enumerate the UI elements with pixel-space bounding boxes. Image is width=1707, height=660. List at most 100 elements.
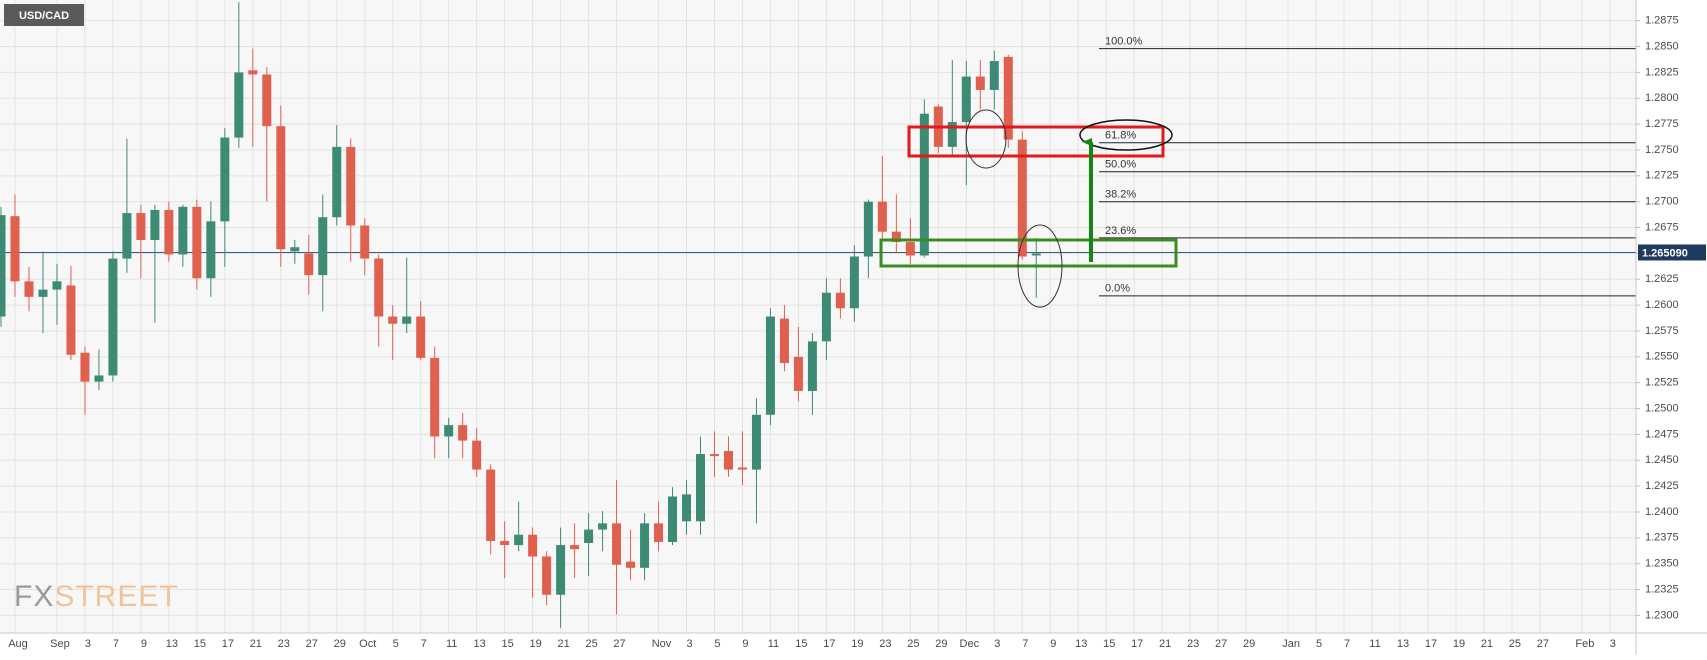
last-price-label: 1.265090 <box>1642 247 1688 259</box>
x-tick-label: 15 <box>795 638 807 650</box>
watermark-fx: FX <box>14 580 54 613</box>
x-tick-label: 29 <box>334 638 346 650</box>
candle-body <box>346 146 356 226</box>
x-tick-label: Oct <box>359 638 376 650</box>
candle-body <box>598 523 608 530</box>
candle-body <box>682 494 692 522</box>
candle-body <box>24 281 34 297</box>
candle-body <box>276 126 286 250</box>
x-tick-label: 11 <box>446 638 457 650</box>
x-tick-label: 11 <box>1369 638 1380 650</box>
candle-body <box>723 450 733 470</box>
y-tick-label: 1.2575 <box>1645 325 1679 337</box>
candle-body <box>52 281 62 290</box>
x-tick-label: 25 <box>1509 638 1521 650</box>
candle-body <box>38 289 48 297</box>
candle-body <box>765 316 775 415</box>
annotation-shapes <box>879 109 1178 308</box>
x-tick-label: 25 <box>585 638 597 650</box>
x-tick-label: 13 <box>1075 638 1087 650</box>
y-tick-label: 1.2775 <box>1645 118 1679 130</box>
candle-body <box>486 469 496 541</box>
y-tick-label: 1.2450 <box>1645 454 1679 466</box>
x-tick-label: 7 <box>421 638 427 650</box>
candle-body <box>947 122 957 147</box>
fib-label: 23.6% <box>1105 225 1136 237</box>
fib-label: 50.0% <box>1105 159 1136 171</box>
candle-body <box>570 545 580 550</box>
y-tick-label: 1.2875 <box>1645 15 1679 27</box>
x-tick-label: 15 <box>1103 638 1115 650</box>
x-tick-label: 23 <box>879 638 891 650</box>
candle-body <box>136 213 146 240</box>
x-tick-label: 23 <box>278 638 290 650</box>
candle-body <box>626 561 636 568</box>
fib-label: 100.0% <box>1105 36 1143 48</box>
candle-body <box>863 201 873 257</box>
fib-label: 61.8% <box>1105 130 1136 142</box>
y-tick-label: 1.2800 <box>1645 92 1679 104</box>
candle-body <box>751 414 761 470</box>
x-tick-label: 17 <box>1425 638 1437 650</box>
y-tick-label: 1.2550 <box>1645 351 1679 363</box>
y-tick-label: 1.2525 <box>1645 377 1679 389</box>
candle-body <box>891 231 901 243</box>
candle-body <box>318 217 328 276</box>
candle-body <box>388 316 398 324</box>
candle-body <box>821 292 831 342</box>
y-tick-label: 1.2825 <box>1645 66 1679 78</box>
y-tick-label: 1.2375 <box>1645 532 1679 544</box>
candle-body <box>793 356 803 391</box>
candle-body <box>1017 139 1027 257</box>
candle-body <box>458 425 468 441</box>
x-tick-label: 11 <box>768 638 779 650</box>
resistance-box <box>907 125 1165 158</box>
y-tick-label: 1.2700 <box>1645 196 1679 208</box>
x-tick-label: 7 <box>1022 638 1028 650</box>
plot-background <box>0 0 1636 633</box>
y-tick-label: 1.2500 <box>1645 402 1679 414</box>
candle-body <box>262 74 272 127</box>
y-tick-label: 1.2425 <box>1645 480 1679 492</box>
candle-body <box>94 375 104 382</box>
x-tick-label: 19 <box>851 638 863 650</box>
candle-body <box>206 221 216 279</box>
x-tick-label: 3 <box>1610 638 1616 650</box>
x-tick-label: 17 <box>222 638 234 650</box>
y-tick-label: 1.2400 <box>1645 506 1679 518</box>
x-tick-label: 27 <box>1215 638 1227 650</box>
x-tick-label: Dec <box>960 638 980 650</box>
x-tick-label: 9 <box>742 638 748 650</box>
highlight-ellipse <box>1017 224 1063 308</box>
candle-body <box>989 61 999 90</box>
x-tick-label: 17 <box>823 638 835 650</box>
candle-body <box>500 540 510 546</box>
candle-body <box>835 292 845 309</box>
x-tick-label: Jan <box>1282 638 1300 650</box>
candle-body <box>542 556 552 595</box>
x-tick-label: 19 <box>529 638 541 650</box>
candle-body <box>961 76 971 123</box>
x-tick-label: 21 <box>1481 638 1493 650</box>
candle-body <box>640 523 650 568</box>
x-tick-label: 3 <box>85 638 91 650</box>
candle-body <box>919 113 929 256</box>
candle-body <box>737 467 747 470</box>
candle-body <box>444 425 454 437</box>
x-tick-label: 5 <box>714 638 720 650</box>
x-tick-label: 13 <box>1397 638 1409 650</box>
candle-body <box>849 256 859 309</box>
x-tick-label: 9 <box>141 638 147 650</box>
y-tick-label: 1.2750 <box>1645 144 1679 156</box>
candle-body <box>514 534 524 546</box>
candle-body <box>612 523 622 565</box>
x-tick-label: Sep <box>50 638 70 650</box>
candle-body <box>290 247 300 252</box>
x-tick-label: 5 <box>1316 638 1322 650</box>
candle-body <box>528 534 538 557</box>
x-tick-label: 25 <box>907 638 919 650</box>
candle-body <box>556 545 566 595</box>
candle-body <box>709 454 719 457</box>
candle-body <box>332 146 342 218</box>
